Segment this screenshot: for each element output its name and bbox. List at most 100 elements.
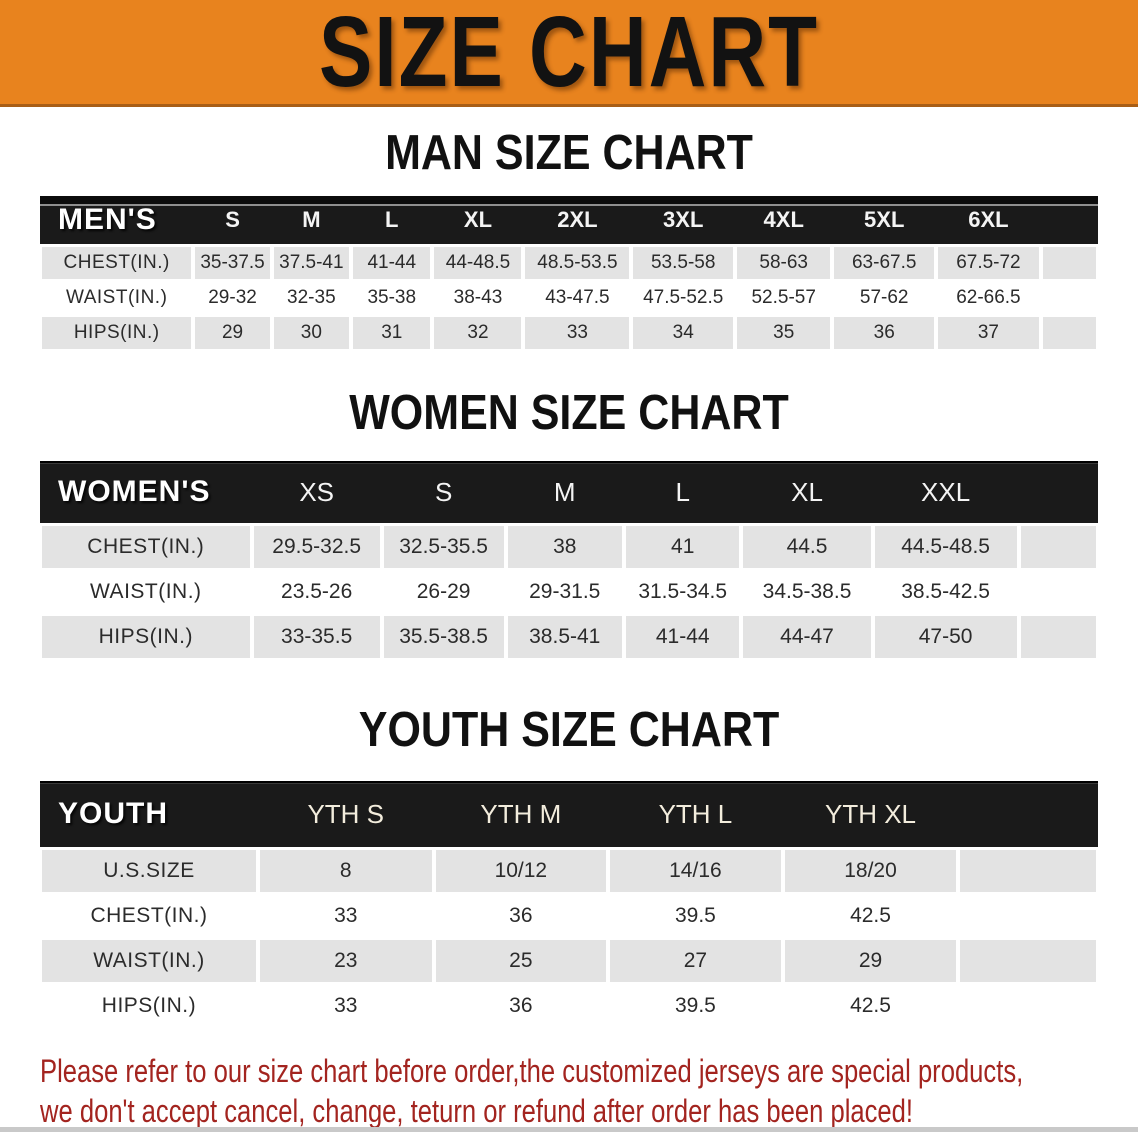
- spacer-cell: [1042, 247, 1096, 279]
- table-cell: 35-37.5: [195, 247, 270, 279]
- table-cell: 37: [938, 317, 1039, 349]
- table-cell: 43-47.5: [545, 287, 610, 308]
- table-cell: 44-47: [743, 616, 871, 658]
- table-cell: 47.5-52.5: [643, 287, 724, 308]
- table-cell: 18/20: [784, 850, 957, 892]
- column-header-5xl: 5XL: [864, 207, 905, 232]
- table-cell: 23: [259, 940, 432, 982]
- table-cell: 25: [435, 940, 607, 982]
- order-policy-note: Please refer to our size chart before or…: [40, 1051, 1138, 1131]
- table-cell: 62-66.5: [956, 287, 1021, 308]
- table-cell: 42.5: [850, 904, 891, 927]
- table-cell: 34: [633, 317, 734, 349]
- table-cell: 39.5: [674, 904, 716, 927]
- table-cell: 32.5-35.5: [383, 526, 504, 568]
- women-section: WOMEN SIZE CHART: [0, 385, 1138, 440]
- youth-section: YOUTH SIZE CHART: [0, 702, 1138, 757]
- table-row-youth-ussize: U.S.SIZE 8 10/12 14/16 18/20: [40, 850, 1098, 892]
- table-cell: 36: [834, 317, 935, 349]
- table-cell: 33-35.5: [253, 616, 380, 658]
- table-cell: 38: [507, 526, 622, 568]
- table-row-women-hips: HIPS(IN.) 33-35.5 35.5-38.5 38.5-41 41-4…: [40, 616, 1098, 658]
- table-cell: 47-50: [874, 616, 1017, 658]
- banner-title: SIZE CHART: [319, 0, 819, 107]
- table-cell: 29-32: [208, 287, 257, 308]
- row-label: CHEST(IN.): [42, 247, 192, 279]
- table-cell: 29.5-32.5: [253, 526, 380, 568]
- spacer-cell: [1041, 282, 1098, 314]
- column-header-m: M: [553, 476, 576, 507]
- size-chart-banner: SIZE CHART: [0, 0, 1138, 107]
- column-header-xxl: XXL: [921, 476, 971, 507]
- table-cell: 26-29: [416, 580, 471, 603]
- table-cell: 8: [259, 850, 432, 892]
- table-cell: 58-63: [737, 247, 831, 279]
- column-header-s: S: [225, 207, 240, 232]
- table-cell: 35: [737, 317, 831, 349]
- row-label: HIPS(IN.): [42, 317, 192, 349]
- table-cell: 44.5-48.5: [874, 526, 1017, 568]
- men-section-heading: MAN SIZE CHART: [385, 125, 753, 181]
- womens-size-table: WOMEN'S XS S M L XL XXL CHEST(IN.) 29.5-…: [40, 461, 1098, 658]
- table-cell: 33: [334, 904, 358, 927]
- spacer-cell: [1020, 526, 1096, 568]
- spacer-cell: [1020, 616, 1096, 658]
- table-cell: 35.5-38.5: [383, 616, 504, 658]
- table-cell: 38.5-41: [507, 616, 622, 658]
- table-cell: 14/16: [610, 850, 781, 892]
- row-label: WAIST(IN.): [66, 287, 168, 308]
- table-cell: 33: [525, 317, 630, 349]
- table-cell: 38-43: [453, 287, 503, 308]
- table-cell: 36: [509, 904, 533, 927]
- table-cell: 53.5-58: [633, 247, 734, 279]
- table-cell: 32: [434, 317, 522, 349]
- table-cell: 41: [625, 526, 740, 568]
- men-section: MAN SIZE CHART: [0, 125, 1138, 180]
- youth-table-title: YOUTH: [58, 797, 168, 830]
- column-header-yth-m: YTH M: [480, 798, 562, 829]
- table-row-youth-waist: WAIST(IN.) 23 25 27 29: [40, 940, 1098, 982]
- youth-section-heading: YOUTH SIZE CHART: [358, 702, 780, 758]
- table-cell: 48.5-53.5: [525, 247, 630, 279]
- table-cell: 30: [273, 317, 350, 349]
- mens-table-title: MEN'S: [58, 203, 157, 236]
- table-cell: 35-38: [367, 287, 417, 308]
- youth-table-header: YOUTH YTH S YTH M YTH L YTH XL: [40, 781, 1098, 847]
- column-header-xl: XL: [791, 476, 823, 507]
- spacer-cell: [960, 940, 1096, 982]
- mens-table-header: MEN'S S M L XL 2XL 3XL 4XL 5XL 6XL: [40, 196, 1098, 244]
- spacer-cell: [1019, 571, 1098, 613]
- column-header-yth-s: YTH S: [307, 798, 385, 829]
- table-cell: 27: [610, 940, 781, 982]
- column-header-l: L: [385, 207, 399, 232]
- column-header-xs: XS: [299, 476, 334, 507]
- policy-line-2: we don't accept cancel, change, teturn o…: [40, 1093, 913, 1129]
- table-cell: 31.5-34.5: [638, 580, 728, 603]
- table-cell: 37.5-41: [273, 247, 350, 279]
- column-header-4xl: 4XL: [763, 207, 804, 232]
- spacer-cell: [958, 895, 1098, 937]
- table-row-women-waist: WAIST(IN.) 23.5-26 26-29 29-31.5 31.5-34…: [40, 571, 1098, 613]
- table-cell: 33: [334, 994, 358, 1017]
- table-row-youth-hips: HIPS(IN.) 33 36 39.5 42.5: [40, 985, 1098, 1027]
- womens-table-header: WOMEN'S XS S M L XL XXL: [40, 461, 1098, 523]
- table-cell: 41-44: [625, 616, 740, 658]
- column-header-6xl: 6XL: [968, 207, 1009, 232]
- column-header-s: S: [434, 476, 453, 507]
- table-cell: 38.5-42.5: [901, 580, 990, 603]
- table-row-men-hips: HIPS(IN.) 29 30 31 32 33 34 35 36 37: [40, 317, 1098, 349]
- table-cell: 41-44: [353, 247, 431, 279]
- youth-size-table: YOUTH YTH S YTH M YTH L YTH XL U.S.SIZE …: [40, 781, 1098, 1027]
- column-header-yth-l: YTH L: [658, 798, 733, 829]
- column-header-l: L: [675, 476, 690, 507]
- row-label: CHEST(IN.): [90, 904, 208, 927]
- womens-table-title: WOMEN'S: [58, 475, 211, 508]
- women-section-heading: WOMEN SIZE CHART: [349, 385, 789, 441]
- policy-line-1: Please refer to our size chart before or…: [40, 1053, 1024, 1089]
- row-label: U.S.SIZE: [42, 850, 256, 892]
- table-cell: 34.5-38.5: [762, 580, 852, 603]
- spacer-cell: [960, 850, 1096, 892]
- column-header-m: M: [302, 207, 321, 232]
- row-label: HIPS(IN.): [101, 994, 197, 1017]
- mens-size-table: MEN'S S M L XL 2XL 3XL 4XL 5XL 6XL CHEST…: [40, 196, 1098, 349]
